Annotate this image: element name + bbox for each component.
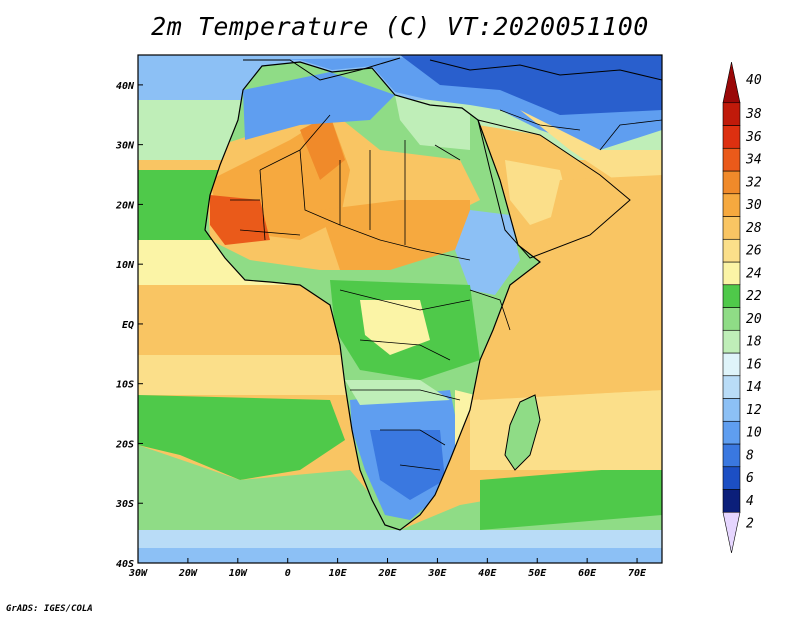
black-sea-coastline xyxy=(429,59,662,81)
colorbar-label: 38 xyxy=(745,107,762,122)
chart-title: 2m Temperature (C) VT:2020051100 xyxy=(151,12,649,41)
colorbar-swatch xyxy=(722,307,741,331)
ocean-south-atlantic-green xyxy=(138,395,345,480)
colorbar-label: 30 xyxy=(745,198,762,213)
colorbar-swatch xyxy=(722,398,741,422)
map-frame xyxy=(137,54,663,564)
colorbar-swatch xyxy=(722,193,741,217)
x-tick-label: 20E xyxy=(377,568,397,579)
colorbar-swatch xyxy=(722,284,741,308)
colorbar-label: 26 xyxy=(746,244,762,259)
x-tick-label: 60E xyxy=(578,568,597,579)
x-tick-label: 10W xyxy=(229,568,248,579)
ocean-south-atlantic-band xyxy=(138,355,348,395)
colorbar-swatch xyxy=(722,125,741,149)
x-tick-label: 30W xyxy=(128,568,148,579)
colorbar-label: 12 xyxy=(746,403,762,418)
colorbar-label: 18 xyxy=(746,335,762,350)
x-tick-label: 40E xyxy=(478,568,497,579)
credit-text: GrADS: IGES/COLA xyxy=(6,604,93,614)
colorbar-label: 4 xyxy=(746,494,754,509)
colorbar-label: 32 xyxy=(745,175,762,190)
y-tick-label: 40N xyxy=(116,81,135,92)
colorbar-label: 40 xyxy=(746,73,762,88)
y-tick-label: EQ xyxy=(122,320,134,331)
x-tick-label: 30E xyxy=(427,568,447,579)
colorbar-swatch xyxy=(722,489,741,513)
colorbar-label: 10 xyxy=(746,426,762,441)
colorbar-swatch xyxy=(722,216,741,240)
arabia-coastline xyxy=(477,119,631,259)
y-tick-label: 20S xyxy=(115,439,134,450)
colorbar-swatch xyxy=(722,61,741,104)
y-tick-label: 30N xyxy=(115,141,135,152)
colorbar-swatch xyxy=(722,261,741,286)
colorbar-swatch xyxy=(722,420,741,445)
colorbar-label: 8 xyxy=(746,448,754,463)
ocean-indian-east xyxy=(480,175,662,400)
colorbar-swatch xyxy=(722,238,741,263)
y-tick-label: 30S xyxy=(115,499,134,510)
colorbar-swatch xyxy=(722,511,741,554)
colorbar-swatch xyxy=(722,102,741,126)
ocean-indian-south-green xyxy=(480,465,662,530)
africa-coastline xyxy=(204,61,541,531)
x-tick-label: 0 xyxy=(285,568,291,579)
map-plot-area xyxy=(138,55,662,563)
ocean-indian-mid xyxy=(470,390,662,470)
colorbar-swatch xyxy=(722,352,741,377)
colorbar-label: 28 xyxy=(746,221,762,236)
colorbar-swatch xyxy=(722,466,741,490)
x-tick-label: 10E xyxy=(329,568,348,579)
x-tick-label: 20W xyxy=(178,568,198,579)
colorbar-swatch xyxy=(722,147,741,172)
colorbar-label: 16 xyxy=(746,357,762,372)
x-tick-label: 50E xyxy=(528,568,547,579)
ocean-far-south-blue xyxy=(138,548,662,563)
y-tick-label: 40S xyxy=(116,559,134,570)
colorbar-label: 20 xyxy=(746,312,762,327)
colorbar-swatch xyxy=(722,443,741,468)
colorbar-label: 2 xyxy=(746,517,754,532)
y-tick-label: 10S xyxy=(116,380,134,391)
y-tick-label: 10N xyxy=(116,260,135,271)
colorbar-swatch xyxy=(722,170,741,195)
colorbar-label: 22 xyxy=(746,289,762,304)
colorbar-swatch xyxy=(722,329,741,354)
x-axis-ticks: 30W 20W 10W 0 10E 20E 30E 40E 50E 60E 70E xyxy=(128,558,647,579)
colorbar-label: 24 xyxy=(746,266,762,281)
colorbar-label: 14 xyxy=(746,380,762,395)
madagascar-land xyxy=(504,394,541,471)
europe-coastline xyxy=(243,57,401,81)
y-tick-label: 20N xyxy=(115,200,135,211)
x-tick-label: 70E xyxy=(628,568,647,579)
colorbar-swatch xyxy=(722,375,741,399)
colorbar-label: 36 xyxy=(745,130,762,145)
europe-cold-zone xyxy=(400,55,662,115)
colorbar-label: 34 xyxy=(745,153,762,168)
y-axis-ticks: 40N 30N 20N 10N EQ 10S 20S 30S 40S xyxy=(115,81,143,570)
colorbar-label: 6 xyxy=(746,471,754,486)
country-borders xyxy=(230,109,662,471)
